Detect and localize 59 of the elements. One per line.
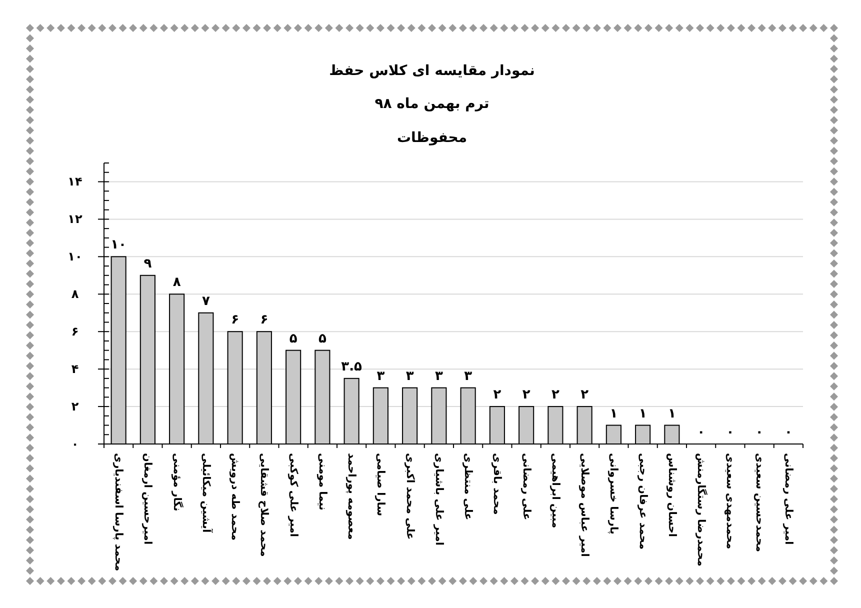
x-tick-label: محمد پارسا اسفندیاری bbox=[112, 453, 125, 572]
data-label: ۰ bbox=[697, 425, 706, 440]
data-label: ۰ bbox=[755, 425, 764, 440]
data-label: ۱۰ bbox=[110, 238, 126, 253]
data-label: ۶ bbox=[260, 312, 268, 328]
x-tick-label: محمد باقری bbox=[491, 453, 504, 515]
chart-title: نمودار مقایسه ای کلاس حفظ bbox=[329, 63, 535, 79]
y-tick-label: ۴ bbox=[71, 362, 79, 376]
x-tick-label: علی رمضانی bbox=[520, 453, 532, 520]
text: محفوظات bbox=[396, 130, 468, 146]
x-tick-label: علی محمد اکبری bbox=[404, 453, 416, 540]
data-label: ۳ bbox=[434, 368, 443, 384]
data-label: ۰ bbox=[784, 425, 792, 440]
data-label: ۱ bbox=[668, 406, 676, 422]
data-label: ۲ bbox=[580, 388, 589, 403]
x-tick-label: محمد طه درویش bbox=[229, 453, 242, 540]
x-tick-label: آیشین میکائیلی bbox=[200, 453, 214, 533]
x-tick-label: امیر علی رمضانی bbox=[782, 453, 794, 545]
data-label: ۵ bbox=[289, 331, 298, 346]
data-label: ۸ bbox=[172, 275, 181, 290]
data-label: ۱ bbox=[638, 406, 647, 422]
x-tick-label: محمدمهدی سعیدی bbox=[724, 453, 736, 550]
data-label: ۱ bbox=[610, 406, 618, 422]
y-tick-label: ۰ bbox=[71, 437, 79, 451]
x-tick-label: محمدحسین سعیدی bbox=[753, 453, 766, 552]
data-label: ۳.۵ bbox=[341, 359, 362, 374]
y-tick-label: ۶ bbox=[71, 324, 79, 339]
data-label: ۶ bbox=[231, 312, 240, 328]
x-tick-label: معصومه پوراحمد bbox=[346, 453, 358, 540]
x-tick-label: امیر عباس موصلایی bbox=[578, 453, 591, 557]
x-tick-label: امیرحسین ارمغان bbox=[142, 453, 154, 545]
x-tick-label: مبین ابراهیمی bbox=[549, 453, 562, 528]
x-tick-label: سارا صیامی bbox=[374, 453, 387, 516]
data-label: ۹ bbox=[144, 256, 152, 272]
y-tick-label: ۱۴ bbox=[68, 174, 82, 189]
x-tick-label: احسان روشناس bbox=[666, 453, 678, 538]
data-label: ۳ bbox=[406, 368, 414, 384]
x-tick-label: محمد عرفان رجبی bbox=[636, 453, 649, 550]
x-tick-label: نیما مومنی bbox=[316, 453, 328, 510]
data-label: ۵ bbox=[318, 331, 326, 346]
data-label: ۷ bbox=[202, 294, 210, 309]
x-tick-label: امیر علی کوکبی bbox=[287, 453, 300, 538]
x-tick-label: امیر علی باشیاری bbox=[432, 453, 445, 546]
chart-subtitle: ترم بهمن ماه ۹۸ bbox=[374, 96, 490, 112]
x-tick-label: محمدرضا رستگارمنش bbox=[695, 453, 708, 566]
y-tick-label: ۲ bbox=[71, 400, 80, 414]
data-label: ۰ bbox=[726, 425, 734, 440]
data-label: ۲ bbox=[493, 388, 502, 403]
y-tick-label: ۱۲ bbox=[68, 212, 83, 226]
x-tick-label: نگار مؤمنی bbox=[170, 453, 184, 512]
data-label: ۲ bbox=[551, 388, 560, 403]
x-tick-label: علی منتظری bbox=[462, 453, 474, 520]
x-tick-label: محمد صلاح قشقایی bbox=[258, 453, 270, 557]
data-label: ۲ bbox=[522, 388, 530, 403]
data-label: ۳ bbox=[464, 368, 472, 384]
x-tick-label: پارسا خسروانی bbox=[608, 453, 620, 534]
y-tick-label: ۸ bbox=[71, 287, 80, 302]
y-tick-label: ۱۰ bbox=[68, 250, 82, 264]
data-label: ۳ bbox=[376, 368, 385, 384]
